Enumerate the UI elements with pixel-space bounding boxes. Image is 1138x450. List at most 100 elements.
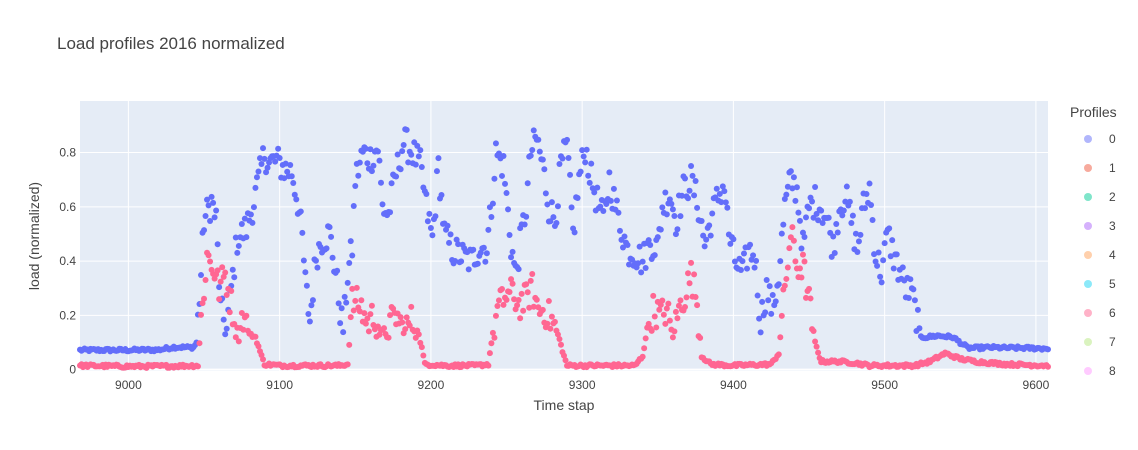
data-point [350,307,357,314]
data-point [288,173,295,180]
data-point [615,209,622,216]
data-point [335,300,342,307]
data-point [291,191,298,198]
legend-label: 1 [1109,160,1116,175]
data-point [610,185,617,192]
data-point [874,262,881,269]
data-point [910,286,917,293]
data-point [334,267,341,274]
data-point [744,265,751,272]
data-point [222,269,229,276]
data-point [825,214,832,221]
data-point [400,141,407,148]
data-point [669,206,676,213]
data-point [530,303,537,310]
legend-item-8[interactable]: 8 [1062,356,1132,385]
data-point [561,352,567,359]
data-point [417,147,424,154]
data-point [727,240,734,247]
data-point [719,183,726,190]
data-point [486,350,493,357]
legend-item-2[interactable]: 2 [1062,182,1132,211]
data-point [642,265,649,272]
data-point [515,297,522,304]
data-point [530,127,537,134]
data-point [281,175,288,182]
data-point [362,145,369,152]
data-point [364,160,371,167]
data-point [713,185,720,192]
data-point [547,325,554,332]
data-point [691,192,698,199]
data-point [685,270,692,277]
data-point [282,160,289,167]
y-tick-labels: 0 0.2 0.4 0.6 0.8 [59,146,76,377]
data-point [368,168,375,175]
data-point [323,245,330,252]
legend-item-1[interactable]: 1 [1062,153,1132,182]
data-point [489,329,496,336]
legend-label: 4 [1109,247,1116,262]
data-point [418,344,425,351]
data-point [707,232,714,239]
legend-item-4[interactable]: 4 [1062,240,1132,269]
data-point [830,233,837,240]
data-point [500,153,507,160]
data-point [562,357,569,364]
data-point [387,209,394,216]
data-point [284,168,291,175]
data-point [793,184,800,191]
data-point [877,273,884,280]
data-point [403,126,410,133]
data-point [665,300,672,307]
data-point [597,203,604,210]
data-point [768,310,775,317]
data-point [666,317,673,324]
data-point [692,294,699,301]
data-point [645,237,652,244]
data-point [556,161,563,168]
data-point [515,266,522,273]
data-point [527,277,534,284]
data-point [868,202,875,209]
legend-item-3[interactable]: 3 [1062,211,1132,240]
data-point [232,234,239,241]
data-point [514,302,521,309]
data-point [635,260,642,267]
y-axis-title: load (normalized) [26,182,42,290]
data-point [249,219,256,226]
data-point [801,233,808,240]
data-point [494,303,501,310]
data-point [518,290,525,297]
legend-item-7[interactable]: 7 [1062,327,1132,356]
legend-item-5[interactable]: 5 [1062,269,1132,298]
data-point [671,328,678,335]
data-point [483,250,490,257]
data-point [207,218,214,225]
data-point [424,218,431,225]
data-point [616,227,623,234]
data-point [772,298,779,305]
data-point [747,241,754,248]
data-point [352,297,359,304]
data-point [899,264,906,271]
data-point [405,159,412,166]
data-point [508,254,515,261]
data-point [657,226,664,233]
data-point [344,361,351,368]
data-point [393,173,400,180]
data-point [216,284,223,291]
data-point [491,334,498,341]
data-point [256,155,263,162]
legend-item-6[interactable]: 6 [1062,298,1132,327]
legend-item-0[interactable]: 0 [1062,124,1132,153]
data-point [205,252,212,259]
data-point [654,234,661,241]
data-point [683,294,690,301]
data-point [740,250,747,257]
data-point [809,198,816,205]
data-point [356,308,363,315]
data-point [890,265,897,272]
x-tick-labels: 9000 9100 9200 9300 9400 9500 9600 [115,378,1050,392]
data-point [677,297,684,304]
